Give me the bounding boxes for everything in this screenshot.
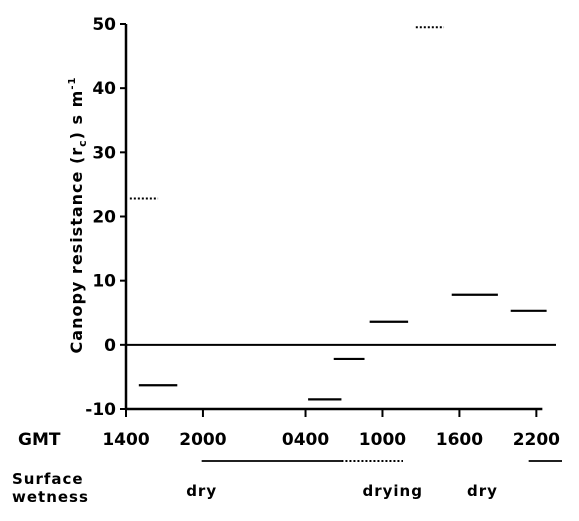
data-segments: [129, 26, 547, 401]
x-tick-label: 2200: [513, 430, 560, 450]
y-tick-label: 30: [92, 143, 116, 163]
y-axis-ticks: -10 0 10 20 30 40 50: [85, 15, 126, 420]
x-tick-label: 0400: [282, 430, 329, 450]
y-axis-label-main: Canopy resistance (r: [67, 147, 86, 354]
y-tick-label: 20: [92, 208, 116, 228]
wetness-state-label: drying: [362, 482, 422, 500]
chart-axes: [124, 24, 556, 411]
y-axis-label-unit: ) s m: [67, 90, 86, 140]
wetness-state-label: dry: [467, 482, 498, 500]
x-tick-label: 1000: [359, 430, 406, 450]
y-axis-label-superscript: -1: [67, 77, 78, 90]
surface-wetness-label-line1: Surface: [12, 470, 84, 488]
x-tick-label: 1400: [102, 430, 149, 450]
x-tick-label: 2000: [179, 430, 226, 450]
y-axis-label: Canopy resistance (rc) s m-1: [67, 77, 89, 354]
y-tick-label: 50: [92, 15, 116, 35]
y-axis-label-subscript: c: [76, 139, 89, 147]
y-tick-label: 40: [92, 79, 116, 99]
y-tick-label: -10: [85, 400, 116, 420]
y-tick-label: 0: [104, 336, 116, 356]
surface-wetness-label-line2: wetness: [12, 488, 89, 506]
y-tick-label: 10: [92, 272, 116, 292]
wetness-state-label: dry: [186, 482, 217, 500]
x-axis-label: GMT: [18, 430, 61, 450]
x-tick-label: 1600: [436, 430, 483, 450]
x-axis-ticks: 1400 2000 0400 1000 1600 2200: [102, 409, 560, 450]
surface-wetness-strip: dry drying dry: [186, 460, 562, 500]
